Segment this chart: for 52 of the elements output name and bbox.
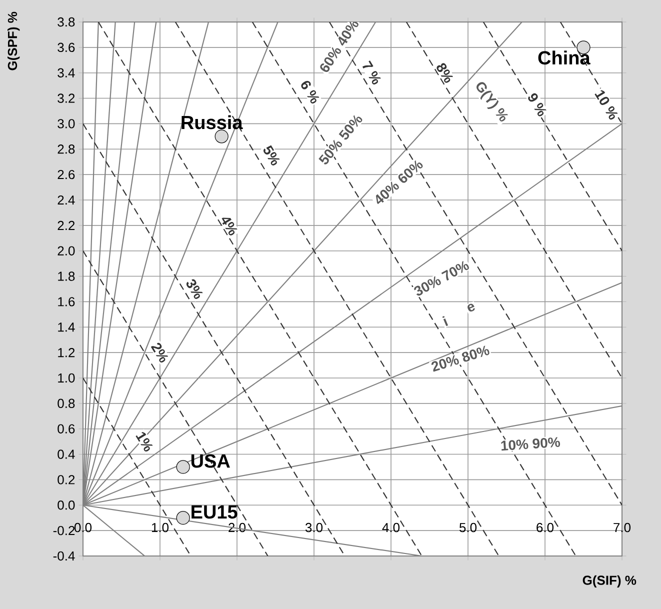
- annotation: 1%: [136, 432, 153, 452]
- y-tick-label: -0.4: [53, 551, 75, 561]
- annotation: 10 %: [594, 90, 618, 120]
- y-tick-label: 3.8: [58, 17, 75, 27]
- y-tick-label: 1.0: [58, 373, 75, 383]
- y-tick-label: 0.6: [58, 424, 75, 434]
- annotation: 6 %: [301, 80, 320, 104]
- annotation: 4%: [222, 218, 238, 236]
- x-tick-label: 2.0: [228, 522, 246, 532]
- y-tick-label: 0.0: [58, 500, 75, 510]
- y-tick-label: 2.8: [58, 144, 75, 154]
- y-tick-label: 2.6: [58, 170, 75, 180]
- y-tick-label: 3.6: [58, 42, 75, 52]
- y-tick-label: 1.8: [58, 272, 75, 281]
- y-axis-title: G(SPF) %: [8, 12, 20, 70]
- x-tick-label: 0.0: [74, 522, 92, 532]
- series-label: China: [538, 50, 590, 65]
- annotation: 9 %: [528, 93, 546, 116]
- annotation: 30% 70%: [414, 260, 469, 296]
- annotation: 8%: [436, 63, 454, 83]
- annotation: 40% 60%: [376, 160, 423, 204]
- y-tick-label: 1.4: [58, 322, 75, 332]
- annotation: 10% 90%: [501, 437, 560, 451]
- annotation: e: [468, 304, 475, 312]
- series-label: Russia: [182, 115, 243, 130]
- y-tick-label: 0.8: [58, 398, 75, 408]
- annotation: 5%: [264, 145, 280, 166]
- series-label: USA: [191, 454, 230, 468]
- annotation: 7 %: [362, 60, 381, 84]
- annotation: 20% 80%: [431, 346, 490, 372]
- y-tick-label: 3.0: [58, 119, 75, 128]
- y-tick-label: -0.2: [53, 526, 75, 536]
- y-tick-label: 3.2: [58, 94, 75, 103]
- annotation: 3%: [186, 279, 203, 299]
- x-tick-label: 6.0: [536, 522, 554, 532]
- y-tick-label: 0.2: [58, 475, 75, 484]
- y-tick-label: 0.4: [58, 450, 75, 459]
- x-axis-title: G(SIF) %: [582, 575, 636, 588]
- y-tick-label: 1.6: [58, 297, 75, 306]
- y-tick-label: 2.4: [58, 195, 75, 205]
- x-tick-label: 4.0: [382, 522, 400, 532]
- y-tick-label: 2.0: [58, 246, 75, 256]
- y-tick-label: 3.4: [58, 68, 75, 78]
- x-tick-label: 1.0: [152, 522, 169, 532]
- y-tick-label: 1.2: [58, 348, 75, 358]
- x-tick-label: 7.0: [614, 522, 631, 532]
- annotation: 2%: [150, 342, 168, 363]
- annotation: i: [442, 316, 448, 326]
- x-tick-label: 5.0: [459, 522, 477, 532]
- x-tick-label: 3.0: [305, 522, 323, 532]
- series-label: EU15: [192, 505, 238, 519]
- y-tick-label: 2.2: [58, 220, 75, 230]
